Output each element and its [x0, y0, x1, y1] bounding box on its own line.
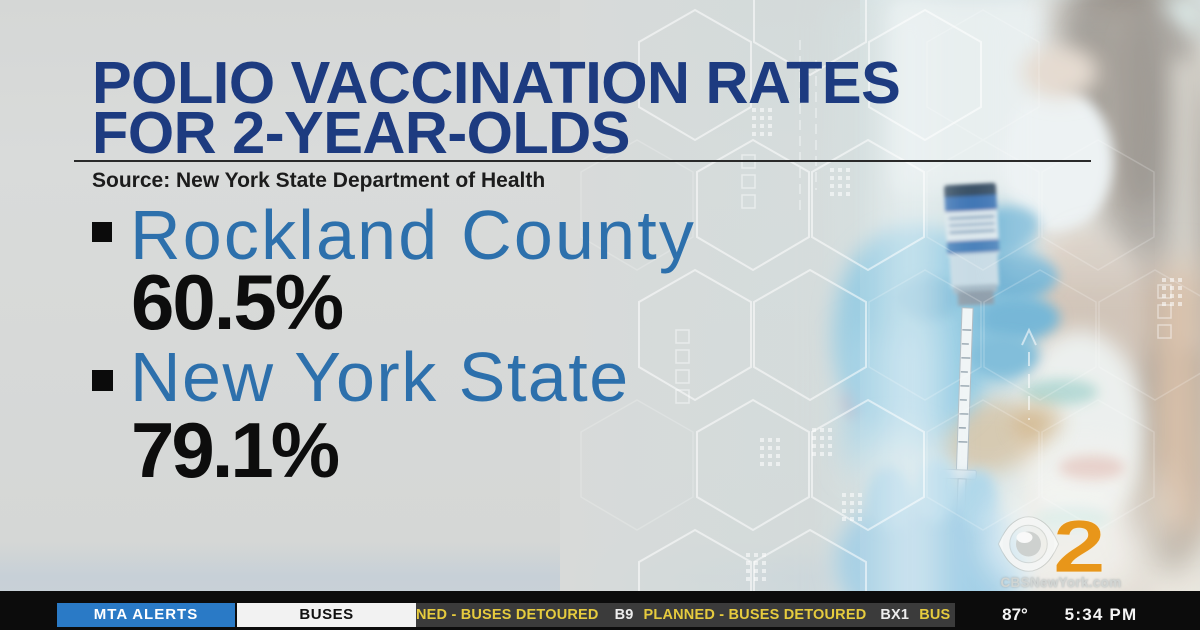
svg-text:2: 2 [1053, 513, 1106, 583]
